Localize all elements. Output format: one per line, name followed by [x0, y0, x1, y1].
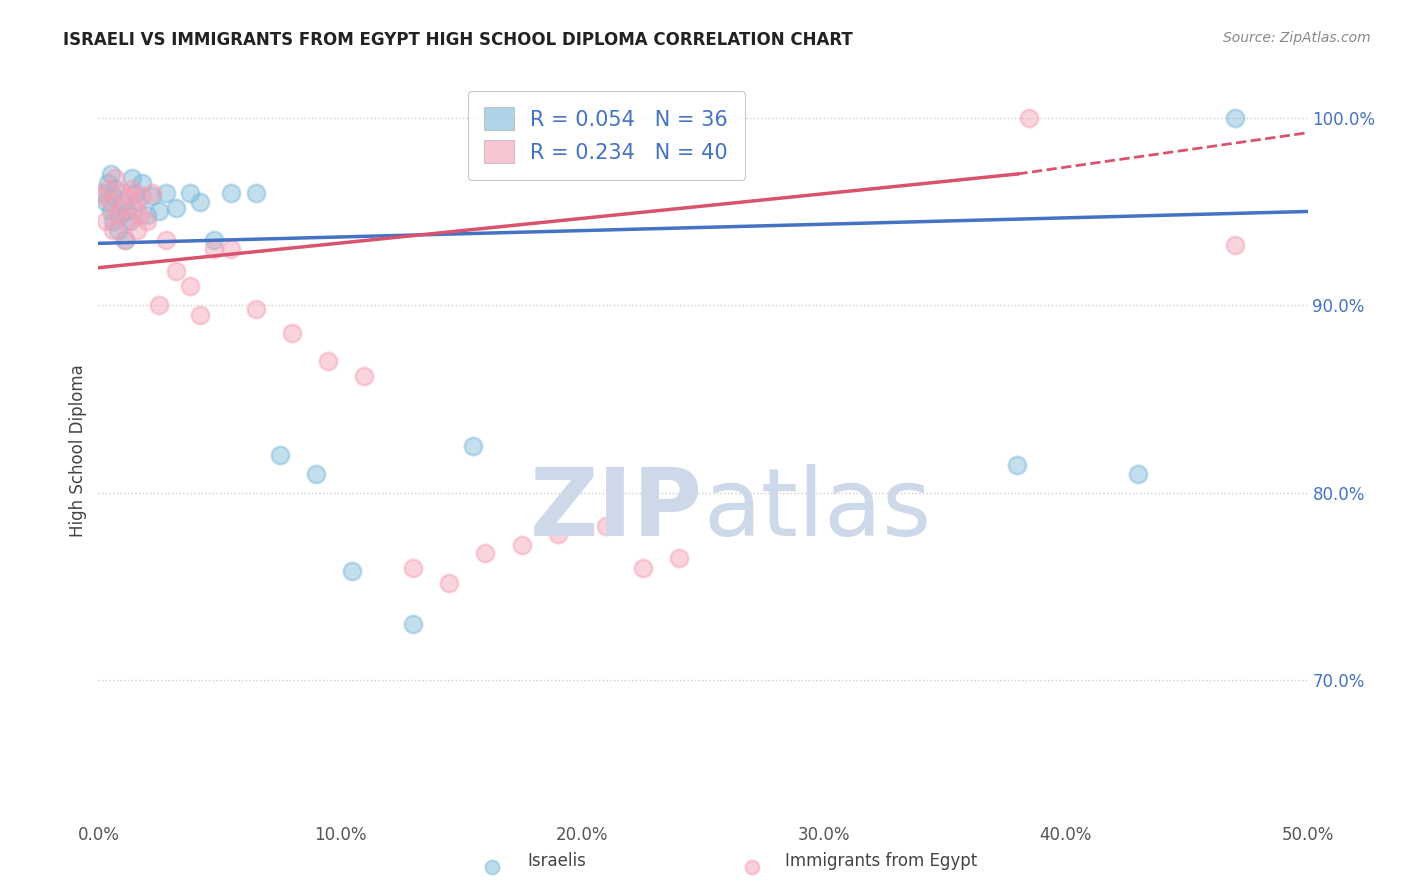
- Point: [100, 195, 122, 210]
- Point: [135, 208, 157, 222]
- Point: [141, 186, 163, 200]
- Point: [402, 616, 425, 631]
- Point: [179, 186, 201, 200]
- Point: [114, 233, 136, 247]
- Point: [148, 204, 170, 219]
- Point: [117, 204, 139, 219]
- Point: [188, 308, 211, 322]
- Point: [121, 182, 143, 196]
- Point: [510, 538, 533, 552]
- Point: [305, 467, 328, 481]
- Point: [474, 546, 496, 560]
- Point: [101, 223, 124, 237]
- Point: [100, 204, 122, 219]
- Point: [148, 298, 170, 312]
- Point: [547, 527, 569, 541]
- Point: [101, 214, 124, 228]
- Point: [631, 560, 654, 574]
- Point: [118, 214, 141, 228]
- Point: [1223, 111, 1246, 125]
- Point: [107, 223, 129, 237]
- Point: [91, 189, 114, 203]
- Point: [104, 182, 127, 196]
- Point: [463, 439, 485, 453]
- Point: [221, 186, 243, 200]
- Point: [402, 560, 425, 574]
- Point: [131, 189, 153, 203]
- Point: [179, 279, 201, 293]
- Point: [165, 264, 187, 278]
- Point: [155, 186, 177, 200]
- Point: [101, 189, 124, 203]
- Point: [135, 214, 157, 228]
- Point: [204, 242, 226, 256]
- Point: [437, 575, 460, 590]
- Point: [245, 301, 267, 316]
- Point: [269, 448, 291, 462]
- Point: [131, 177, 153, 191]
- Point: [668, 551, 690, 566]
- Legend: R = 0.054   N = 36, R = 0.234   N = 40: R = 0.054 N = 36, R = 0.234 N = 40: [468, 91, 745, 180]
- Point: [107, 208, 129, 222]
- Point: [245, 186, 267, 200]
- Text: Source: ZipAtlas.com: Source: ZipAtlas.com: [1223, 31, 1371, 45]
- Point: [91, 186, 114, 200]
- Point: [1128, 467, 1150, 481]
- Point: [1018, 111, 1040, 125]
- Point: [741, 860, 763, 874]
- Point: [128, 208, 150, 222]
- Text: Immigrants from Egypt: Immigrants from Egypt: [785, 852, 977, 870]
- Point: [94, 214, 117, 228]
- Point: [342, 565, 364, 579]
- Text: atlas: atlas: [703, 464, 931, 556]
- Point: [1007, 458, 1029, 472]
- Point: [118, 189, 141, 203]
- Point: [100, 167, 122, 181]
- Point: [353, 369, 375, 384]
- Text: ISRAELI VS IMMIGRANTS FROM EGYPT HIGH SCHOOL DIPLOMA CORRELATION CHART: ISRAELI VS IMMIGRANTS FROM EGYPT HIGH SC…: [63, 31, 853, 49]
- Point: [124, 201, 146, 215]
- Point: [111, 186, 134, 200]
- Point: [165, 201, 187, 215]
- Point: [155, 233, 177, 247]
- Point: [117, 214, 139, 228]
- Point: [114, 233, 136, 247]
- Point: [124, 186, 146, 200]
- Y-axis label: High School Diploma: High School Diploma: [69, 364, 87, 537]
- Point: [97, 182, 120, 196]
- Text: Israelis: Israelis: [527, 852, 586, 870]
- Point: [281, 326, 304, 341]
- Point: [121, 170, 143, 185]
- Point: [111, 195, 134, 210]
- Point: [481, 860, 503, 874]
- Point: [316, 354, 339, 368]
- Point: [127, 223, 149, 237]
- Point: [97, 177, 120, 191]
- Point: [221, 242, 243, 256]
- Text: ZIP: ZIP: [530, 464, 703, 556]
- Point: [188, 195, 211, 210]
- Point: [1223, 238, 1246, 252]
- Point: [108, 201, 131, 215]
- Point: [127, 195, 149, 210]
- Point: [94, 195, 117, 210]
- Point: [595, 519, 617, 533]
- Point: [104, 170, 127, 185]
- Point: [108, 208, 131, 222]
- Point: [141, 189, 163, 203]
- Point: [204, 233, 226, 247]
